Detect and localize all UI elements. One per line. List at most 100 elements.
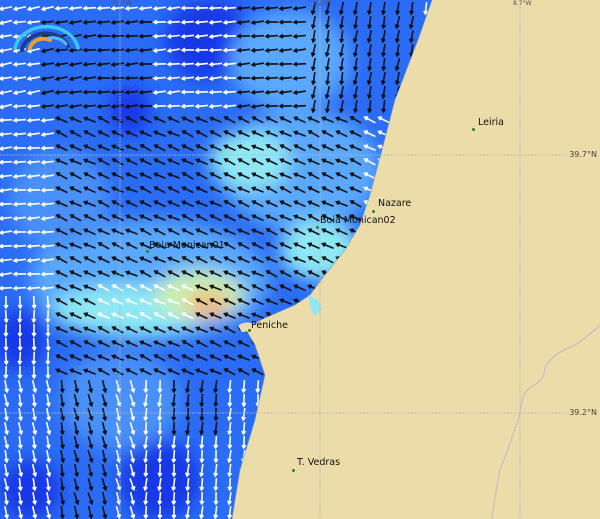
wave-arrow — [185, 449, 191, 464]
wave-arrow — [153, 158, 166, 166]
wave-arrow — [87, 505, 94, 519]
wave-arrow — [194, 76, 209, 81]
wave-arrow — [250, 20, 265, 25]
wave-arrow — [115, 379, 122, 394]
place-marker[interactable] — [248, 329, 251, 332]
wave-arrow — [59, 379, 65, 394]
wave-arrow — [0, 131, 13, 137]
place-label-t-vedras[interactable]: T. Vedras — [297, 457, 341, 468]
wave-arrow — [97, 186, 110, 194]
coastline — [231, 0, 433, 519]
wave-arrow — [394, 15, 401, 30]
wave-arrow — [209, 340, 222, 348]
wave-arrow — [73, 450, 80, 464]
wave-arrow — [69, 312, 82, 320]
wave-arrow — [12, 271, 27, 277]
wave-arrow — [264, 33, 279, 39]
wave-arrow — [185, 477, 191, 492]
wave-arrow — [250, 228, 264, 235]
place-marker[interactable] — [472, 128, 475, 131]
wave-arrow — [26, 159, 41, 165]
wave-arrow — [223, 242, 236, 250]
wave-arrow — [31, 505, 38, 519]
wave-arrow — [40, 117, 55, 123]
wave-arrow — [40, 201, 55, 207]
place-label-peniche[interactable]: Peniche — [251, 320, 288, 331]
wave-arrow — [138, 103, 153, 109]
wave-arrow — [352, 85, 358, 100]
wave-arrow — [181, 130, 194, 138]
wave-arrow — [279, 242, 292, 250]
wave-arrow — [237, 200, 250, 208]
wave-arrow — [55, 186, 68, 194]
wave-arrow — [55, 326, 68, 334]
wave-arrow — [292, 103, 307, 109]
wave-arrow — [45, 379, 52, 394]
wave-arrow — [152, 90, 167, 95]
wave-arrow — [381, 99, 387, 114]
wave-arrow — [97, 354, 110, 362]
wave-arrow — [157, 393, 162, 408]
wave-arrow — [97, 298, 110, 306]
wave-arrow — [125, 242, 138, 250]
buoy-label-monican02[interactable]: Boia Monican02 — [320, 215, 396, 226]
wave-arrow — [110, 104, 125, 109]
wave-arrow — [227, 491, 232, 506]
wave-arrow — [124, 270, 138, 277]
wave-arrow — [208, 242, 222, 249]
wave-arrow — [97, 242, 110, 250]
wave-arrow — [12, 117, 27, 123]
wave-arrow — [339, 71, 345, 86]
wave-arrow — [293, 228, 306, 236]
wave-arrow — [353, 57, 358, 72]
wave-arrow — [0, 19, 13, 26]
wave-arrow — [73, 463, 80, 478]
wave-arrow — [194, 116, 208, 123]
place-marker[interactable] — [372, 210, 375, 213]
place-label-nazare[interactable]: Nazare — [378, 198, 412, 209]
wave-arrow — [110, 5, 125, 11]
wave-arrow — [83, 270, 96, 278]
wave-arrow — [222, 5, 237, 11]
wave-arrow — [208, 368, 222, 375]
wave-arrow — [167, 354, 180, 362]
wave-arrow — [335, 130, 348, 138]
wave-arrow — [408, 29, 414, 44]
wave-arrow — [69, 214, 82, 222]
wave-arrow — [349, 172, 362, 180]
wave-arrow — [125, 200, 138, 208]
wave-arrow — [12, 285, 27, 291]
wave-arrow — [222, 89, 237, 95]
wave-arrow — [167, 284, 180, 292]
wave-arrow — [349, 214, 362, 222]
place-marker[interactable] — [292, 469, 295, 472]
wave-arrow — [185, 407, 191, 422]
wave-arrow — [307, 256, 320, 264]
wave-arrow — [97, 326, 110, 334]
wave-arrow — [293, 270, 306, 278]
wave-arrow — [0, 76, 13, 81]
wave-arrow — [213, 393, 219, 408]
wave-arrow — [4, 449, 9, 464]
wave-arrow — [209, 298, 222, 306]
wave-arrow — [83, 228, 96, 236]
wave-arrow — [394, 71, 400, 86]
wave-arrow — [325, 71, 331, 86]
wave-arrow — [213, 379, 219, 394]
wave-arrow — [97, 270, 110, 278]
wave-arrow — [60, 435, 65, 450]
wave-arrow — [68, 242, 82, 249]
wave-arrow — [349, 144, 362, 152]
wave-arrow — [97, 130, 110, 138]
wave-arrow — [0, 6, 13, 12]
wave-arrow — [12, 19, 27, 25]
wave-arrow — [3, 365, 9, 380]
wave-arrow — [353, 99, 358, 114]
wave-arrow — [45, 421, 52, 436]
buoy-label-monican01[interactable]: Boia Monican01 — [149, 240, 225, 251]
buoy-marker[interactable] — [146, 250, 149, 253]
buoy-marker[interactable] — [316, 226, 319, 229]
place-label-leiria[interactable]: Leiria — [478, 117, 504, 128]
wave-arrow — [59, 407, 66, 422]
